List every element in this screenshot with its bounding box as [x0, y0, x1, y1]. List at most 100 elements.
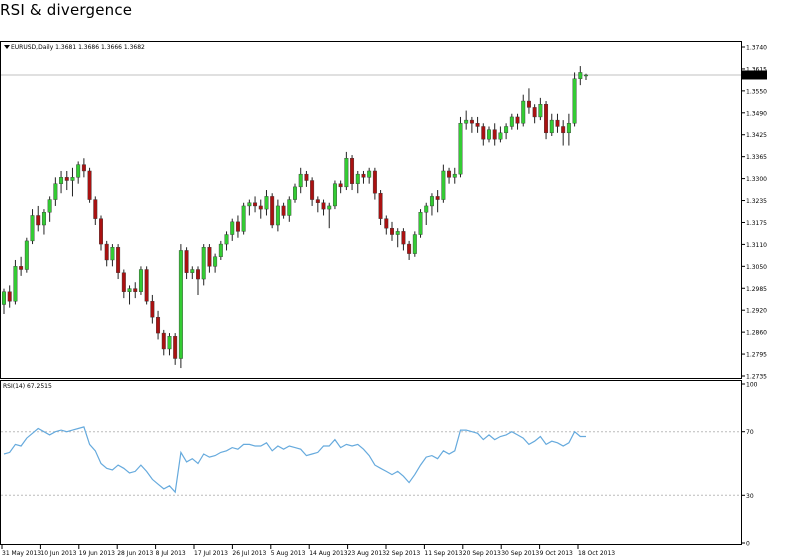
bear-candle-body: [304, 173, 309, 181]
candle: [275, 199, 280, 232]
bear-candle-body: [361, 173, 366, 178]
candle: [150, 294, 155, 324]
bull-candle-body: [201, 247, 206, 280]
bear-candle-body: [173, 336, 178, 359]
price-tick-label: 1.3050: [746, 264, 767, 271]
bull-candle-body: [127, 288, 132, 292]
rsi-panel-header: RSI(14) 67.2515: [3, 383, 52, 390]
candle: [24, 237, 29, 273]
candle: [59, 170, 64, 194]
candle: [184, 247, 189, 280]
candle: [64, 170, 69, 191]
rsi-tick-label: 70: [746, 429, 754, 436]
bull-candle-body: [549, 119, 554, 134]
bear-candle-body: [81, 164, 86, 172]
bull-candle-body: [572, 78, 577, 124]
candle: [127, 285, 132, 305]
candle: [526, 88, 531, 114]
bull-candle-body: [53, 183, 58, 200]
bear-candle-body: [270, 196, 275, 226]
price-tick-label: 1.3235: [746, 198, 767, 205]
price-tick-label: 1.3175: [746, 220, 767, 227]
candle: [99, 215, 103, 251]
bear-candle-body: [447, 170, 452, 178]
bull-candle-body: [355, 173, 360, 184]
candle: [47, 196, 52, 222]
dropdown-arrow-icon[interactable]: [4, 45, 10, 49]
bear-candle-body: [156, 316, 161, 334]
candle: [584, 73, 588, 81]
candle: [441, 164, 446, 203]
current-price-box: [742, 70, 767, 80]
bull-candle-body: [59, 177, 64, 184]
candle: [298, 167, 303, 194]
date-tick-label: 10 Jun 2013: [40, 550, 76, 557]
price-tick-label: 1.3425: [746, 132, 767, 139]
candle: [475, 116, 480, 133]
candle: [104, 240, 109, 267]
candle: [372, 167, 377, 200]
candle: [412, 231, 417, 257]
candle: [321, 199, 326, 216]
candle: [13, 259, 18, 305]
bull-candle-body: [504, 126, 509, 134]
date-tick-label: 26 Jul 2013: [232, 550, 266, 557]
date-tick-label: 9 Oct 2013: [540, 550, 573, 557]
candle: [270, 193, 275, 229]
price-panel-header: EURUSD,Daily 1.3681 1.3686 1.3666 1.3682: [11, 44, 145, 51]
bull-candle-body: [70, 177, 75, 181]
candle: [19, 256, 24, 276]
date-tick-label: 28 Jun 2013: [117, 550, 153, 557]
bull-candle-body: [264, 196, 269, 210]
bear-candle-body: [121, 272, 126, 292]
candle: [224, 231, 229, 251]
bull-candle-body: [412, 234, 417, 254]
candle: [418, 209, 423, 238]
bear-candle-body: [384, 218, 389, 229]
candle: [578, 66, 583, 86]
candle: [30, 209, 35, 245]
date-tick-label: 17 Jul 2013: [194, 550, 228, 557]
candle: [281, 202, 286, 219]
page-title: RSI & divergence: [0, 1, 133, 19]
candle: [555, 113, 560, 133]
candle: [2, 288, 6, 315]
rsi-panel-frame: [0, 380, 742, 545]
candle: [390, 221, 394, 241]
bear-candle-body: [207, 247, 212, 267]
bull-candle-body: [110, 247, 115, 261]
date-tick-label: 5 Aug 2013: [271, 550, 306, 557]
bull-candle-body: [344, 158, 349, 188]
bear-candle-body: [401, 231, 406, 245]
candle: [87, 167, 92, 203]
candle: [481, 123, 486, 146]
bear-candle-body: [99, 218, 103, 245]
candle: [338, 180, 343, 194]
bull-candle-body: [213, 256, 218, 267]
date-tick-label: 19 Jun 2013: [79, 550, 115, 557]
bull-candle-body: [424, 205, 429, 213]
bear-candle-body: [310, 180, 315, 200]
bull-candle-body: [13, 266, 18, 302]
bear-candle-body: [338, 183, 343, 188]
bear-candle-body: [315, 199, 320, 203]
candle: [424, 202, 429, 226]
candle: [515, 113, 520, 130]
candle: [538, 97, 543, 121]
price-tick-label: 1.2735: [746, 374, 767, 381]
candle: [253, 196, 258, 213]
date-tick-label: 30 Sep 2013: [501, 550, 539, 557]
bull-candle-body: [441, 170, 446, 200]
candle: [355, 170, 360, 194]
candle: [344, 151, 349, 191]
bull-candle-body: [367, 170, 372, 178]
bear-candle-body: [390, 227, 394, 235]
candle: [121, 269, 126, 299]
candle: [532, 104, 537, 124]
price-panel-frame: [0, 41, 742, 379]
bear-candle-body: [372, 170, 377, 194]
candle: [435, 190, 440, 213]
bear-candle-body: [184, 250, 189, 273]
bull-candle-body: [2, 291, 6, 305]
